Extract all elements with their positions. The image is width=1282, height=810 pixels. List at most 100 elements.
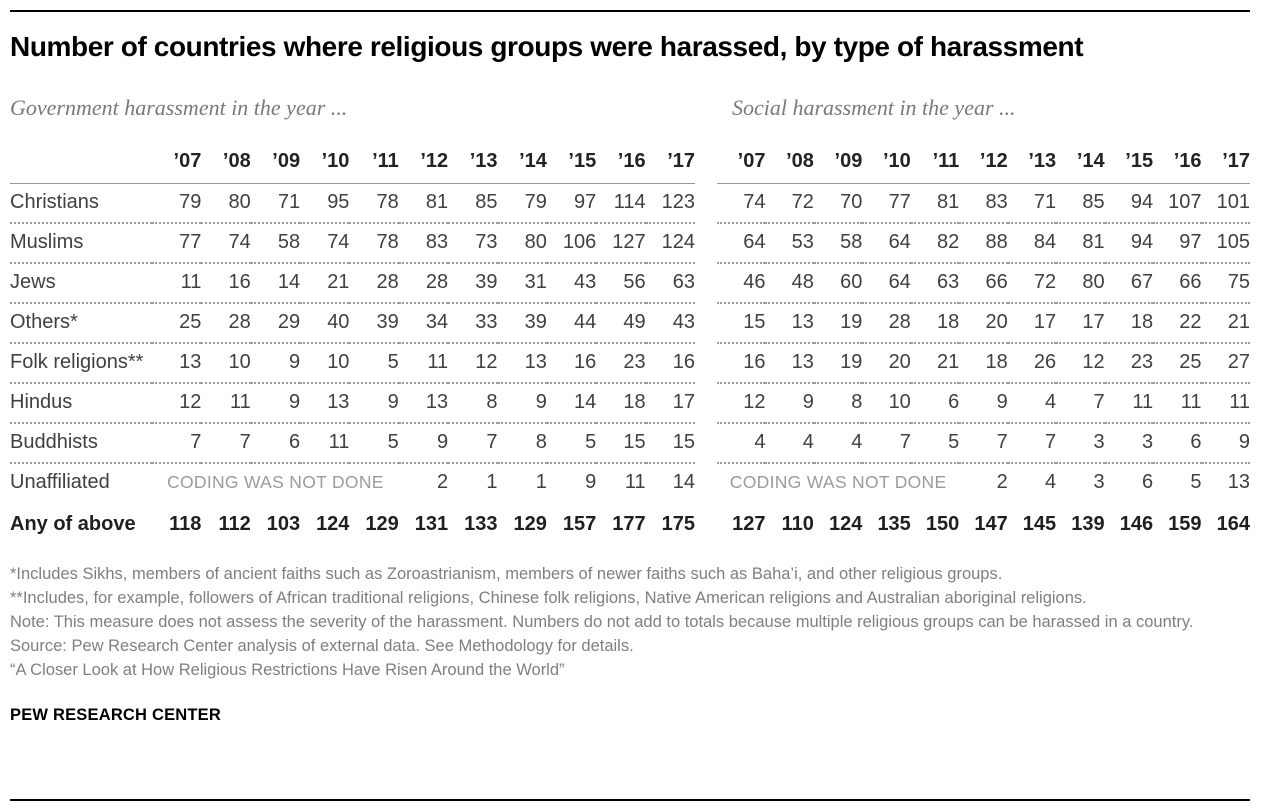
- value-cell: 58: [813, 223, 863, 264]
- value-cell: 12: [152, 383, 202, 424]
- value-cell: 147: [974, 513, 1008, 535]
- value-cell: 79: [152, 183, 202, 224]
- value-cell: 81: [398, 183, 449, 224]
- value-cell: 15: [645, 423, 695, 464]
- value-cell: 9: [959, 383, 1008, 424]
- value-cell: 64: [717, 223, 766, 264]
- value-cell: 9: [497, 383, 547, 424]
- value-cell: 164: [1216, 513, 1250, 535]
- value-cell: 28: [349, 263, 399, 304]
- value-cell: 5: [349, 343, 399, 384]
- value-cell: 20: [862, 343, 911, 384]
- year-header-row: ’07’08’09’10’11’12’13’14’15’16’17: [717, 138, 1250, 184]
- value-cell: 85: [1056, 183, 1105, 224]
- value-cell: 1: [535, 471, 547, 493]
- year-header: ’08: [201, 138, 251, 184]
- value-cell: 139: [1071, 513, 1105, 535]
- pew-research-center-brand: PEW RESEARCH CENTER: [10, 706, 221, 724]
- value-cell: 17: [1007, 303, 1057, 344]
- value-cell: 79: [497, 183, 547, 224]
- value-cell: 124: [828, 513, 863, 535]
- value-cell: 60: [813, 263, 863, 304]
- value-cell: 28: [862, 303, 911, 344]
- value-cell: 4: [1045, 471, 1057, 493]
- table-row: Others* 25 28 29 40 39 34 33 39 44 49 43: [10, 303, 695, 344]
- value-cell: 82: [910, 223, 960, 264]
- government-harassment-table: ’07’08’09’10’11’12’13’14’15’16’17 Christi…: [10, 138, 695, 544]
- value-cell: 16: [546, 343, 597, 384]
- footnote-folk-religions: **Includes, for example, followers of Af…: [10, 589, 1087, 607]
- value-cell: 175: [661, 513, 695, 535]
- value-cell: 4: [813, 423, 863, 464]
- year-header: ’17: [645, 138, 695, 184]
- value-cell: 43: [546, 263, 597, 304]
- table-row: 12 9 8 10 6 9 4 7 11 11 11: [717, 383, 1250, 424]
- value-cell: 106: [546, 223, 597, 264]
- value-cell: 34: [398, 303, 449, 344]
- value-cell: 101: [1201, 183, 1250, 224]
- value-cell: 66: [959, 263, 1008, 304]
- value-cell: 81: [910, 183, 960, 224]
- table-row: 74 72 70 77 81 83 71 85 94 107 101: [717, 183, 1250, 224]
- value-cell: 39: [448, 263, 498, 304]
- value-cell: 67: [1104, 263, 1154, 304]
- value-cell: 18: [1104, 303, 1154, 344]
- value-cell: 5: [349, 423, 399, 464]
- value-cell: 80: [1056, 263, 1105, 304]
- row-label: Others*: [10, 303, 152, 344]
- bottom-rule: [10, 799, 1250, 801]
- year-header: ’13: [448, 138, 498, 184]
- value-cell: 6: [1153, 423, 1202, 464]
- value-cell: 22: [1153, 303, 1202, 344]
- value-cell: 3: [1104, 423, 1154, 464]
- value-cell: 7: [959, 423, 1008, 464]
- value-cell: 118: [169, 513, 202, 535]
- value-cell: 9: [250, 383, 301, 424]
- value-cell: 129: [365, 513, 399, 535]
- value-cell: 9: [765, 383, 814, 424]
- year-header: ’15: [546, 138, 597, 184]
- value-cell: 5: [1190, 471, 1202, 493]
- value-cell: 7: [448, 423, 498, 464]
- value-cell: 5: [546, 423, 597, 464]
- year-header: ’16: [596, 138, 646, 184]
- value-cell: 11: [1153, 383, 1202, 424]
- value-cell: 11: [201, 383, 251, 424]
- value-cell: 12: [448, 343, 498, 384]
- footnote-report-title: “A Closer Look at How Religious Restrict…: [10, 661, 565, 679]
- year-header: ’14: [1056, 138, 1105, 184]
- value-cell: 73: [448, 223, 498, 264]
- empty-header-cell: [10, 138, 152, 184]
- value-cell: 105: [1201, 223, 1250, 264]
- value-cell: 13: [300, 383, 350, 424]
- year-header: ’17: [1201, 138, 1250, 184]
- value-cell: 18: [596, 383, 646, 424]
- value-cell: 131: [414, 513, 449, 535]
- social-subtitle: Social harassment in the year ...: [732, 95, 1016, 120]
- value-cell: 53: [765, 223, 814, 264]
- value-cell: 64: [862, 223, 911, 264]
- value-cell: 150: [925, 513, 960, 535]
- value-cell: 2: [437, 471, 449, 493]
- value-cell: 11: [1104, 383, 1154, 424]
- row-label: Unaffiliated: [10, 471, 110, 493]
- value-cell: 145: [1022, 513, 1057, 535]
- value-cell: 124: [645, 223, 695, 264]
- value-cell: 71: [250, 183, 301, 224]
- value-cell: 31: [497, 263, 547, 304]
- government-harassment-section: Government harassment in the year ... ’0…: [10, 94, 695, 544]
- value-cell: 80: [201, 183, 251, 224]
- value-cell: 9: [250, 343, 301, 384]
- value-cell: 18: [959, 343, 1008, 384]
- value-cell: 11: [1201, 383, 1250, 424]
- coding-not-done-note: CODING WAS NOT DONE: [167, 472, 384, 492]
- value-cell: 11: [398, 343, 449, 384]
- value-cell: 74: [201, 223, 251, 264]
- value-cell: 127: [732, 513, 766, 535]
- value-cell: 10: [201, 343, 251, 384]
- value-cell: 10: [862, 383, 911, 424]
- value-cell: 13: [765, 303, 814, 344]
- value-cell: 2: [996, 471, 1008, 493]
- table-row: 64 53 58 64 82 88 84 81 94 97 105: [717, 223, 1250, 264]
- value-cell: 56: [596, 263, 646, 304]
